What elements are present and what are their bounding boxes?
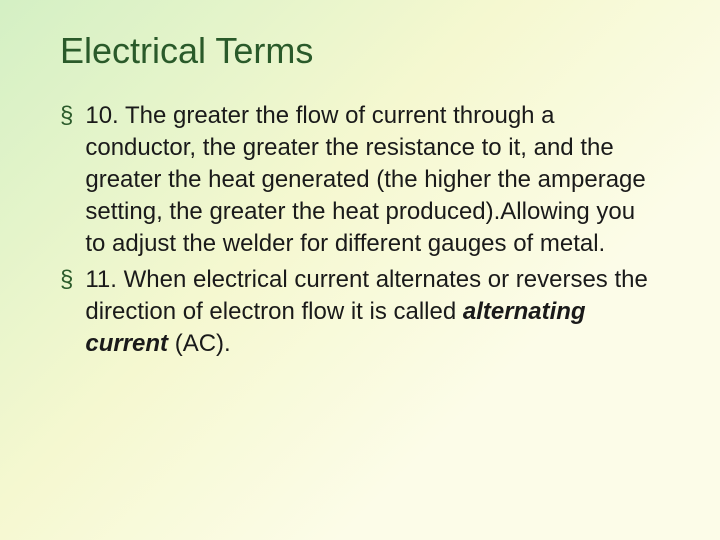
slide-container: Electrical Terms § 10. The greater the f…: [0, 0, 720, 540]
list-item: § 11. When electrical current alternates…: [60, 264, 660, 360]
slide-title: Electrical Terms: [60, 30, 660, 72]
bullet-marker-icon: §: [60, 264, 73, 296]
bullet-marker-icon: §: [60, 100, 73, 132]
bullet-text: 11. When electrical current alternates o…: [85, 264, 660, 360]
bullet-text: 10. The greater the flow of current thro…: [85, 100, 660, 260]
bullet-list: § 10. The greater the flow of current th…: [60, 100, 660, 360]
bullet-text-suffix: (AC).: [168, 330, 231, 357]
list-item: § 10. The greater the flow of current th…: [60, 100, 660, 260]
